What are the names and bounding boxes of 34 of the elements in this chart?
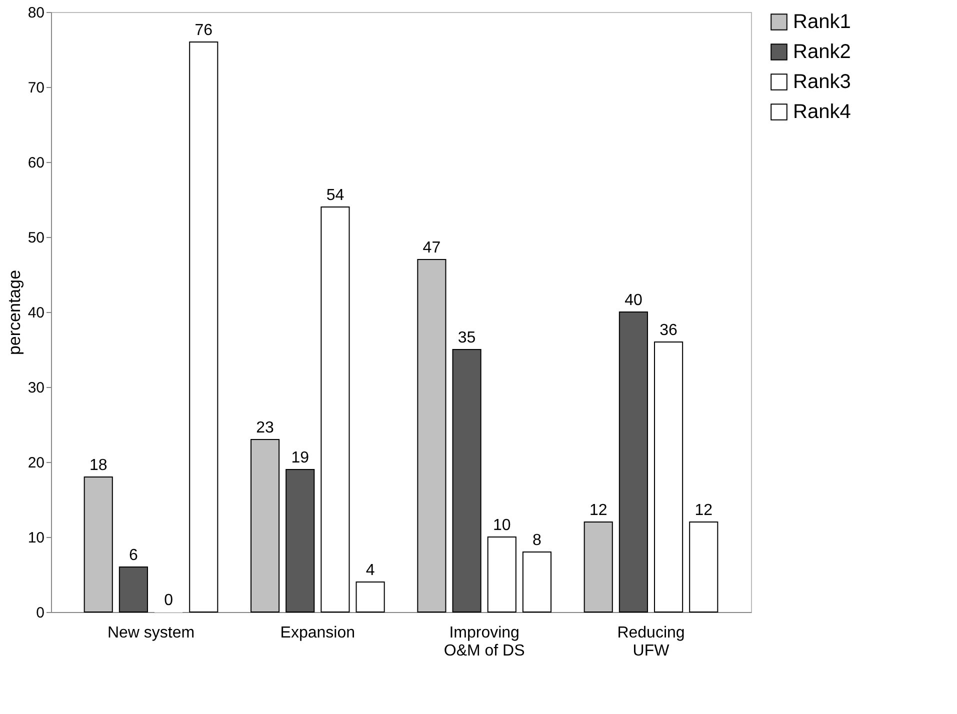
y-tick-label: 0 <box>36 604 44 622</box>
data-label: 35 <box>458 330 476 346</box>
y-tick-label: 70 <box>28 80 44 96</box>
data-label: 76 <box>194 22 213 39</box>
data-label: 47 <box>422 240 441 256</box>
data-label: 8 <box>532 532 542 549</box>
x-tick-label: Expansion <box>280 624 356 642</box>
data-label: 10 <box>492 517 511 534</box>
data-label: 6 <box>129 547 138 564</box>
y-tick-label: 60 <box>28 154 44 172</box>
data-label: 4 <box>366 562 375 579</box>
data-label: 0 <box>164 592 174 609</box>
y-tick-label: 40 <box>28 304 44 322</box>
legend-label: Rank4 <box>793 101 851 123</box>
legend-label: Rank3 <box>793 71 851 93</box>
data-label: 12 <box>589 502 608 519</box>
data-label: 23 <box>256 420 274 436</box>
data-label: 54 <box>326 187 344 204</box>
data-label: 18 <box>89 457 108 474</box>
data-label: 40 <box>624 292 642 309</box>
data-label: 12 <box>694 502 713 519</box>
y-tick-label: 30 <box>28 380 44 396</box>
data-label: 19 <box>291 450 310 466</box>
y-tick-label: 20 <box>28 454 44 472</box>
x-tick-label: Improving O&M of DS <box>444 624 525 660</box>
x-tick-label: New system <box>107 624 195 642</box>
y-tick-label: 50 <box>28 230 44 246</box>
legend-label: Rank2 <box>793 41 851 63</box>
data-label: 36 <box>660 322 678 339</box>
y-tick-label: 80 <box>28 4 44 22</box>
legend-label: Rank1 <box>793 11 851 33</box>
x-tick-label: Reducing UFW <box>617 624 685 660</box>
y-tick-label: 10 <box>28 530 44 546</box>
y-axis-title: percentage <box>4 270 24 356</box>
